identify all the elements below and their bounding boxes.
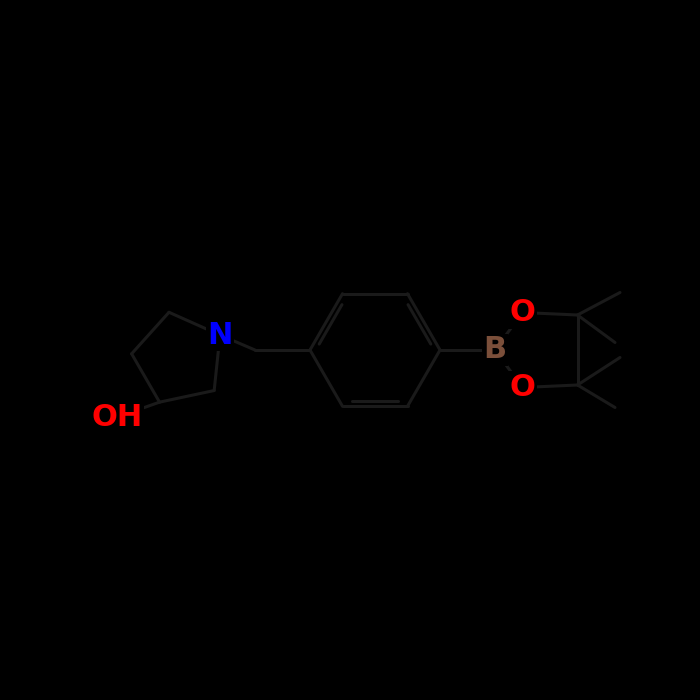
Text: N: N [207, 321, 232, 349]
Text: O: O [510, 298, 536, 327]
Text: O: O [510, 373, 536, 402]
Text: OH: OH [92, 402, 143, 432]
Text: B: B [484, 335, 507, 365]
